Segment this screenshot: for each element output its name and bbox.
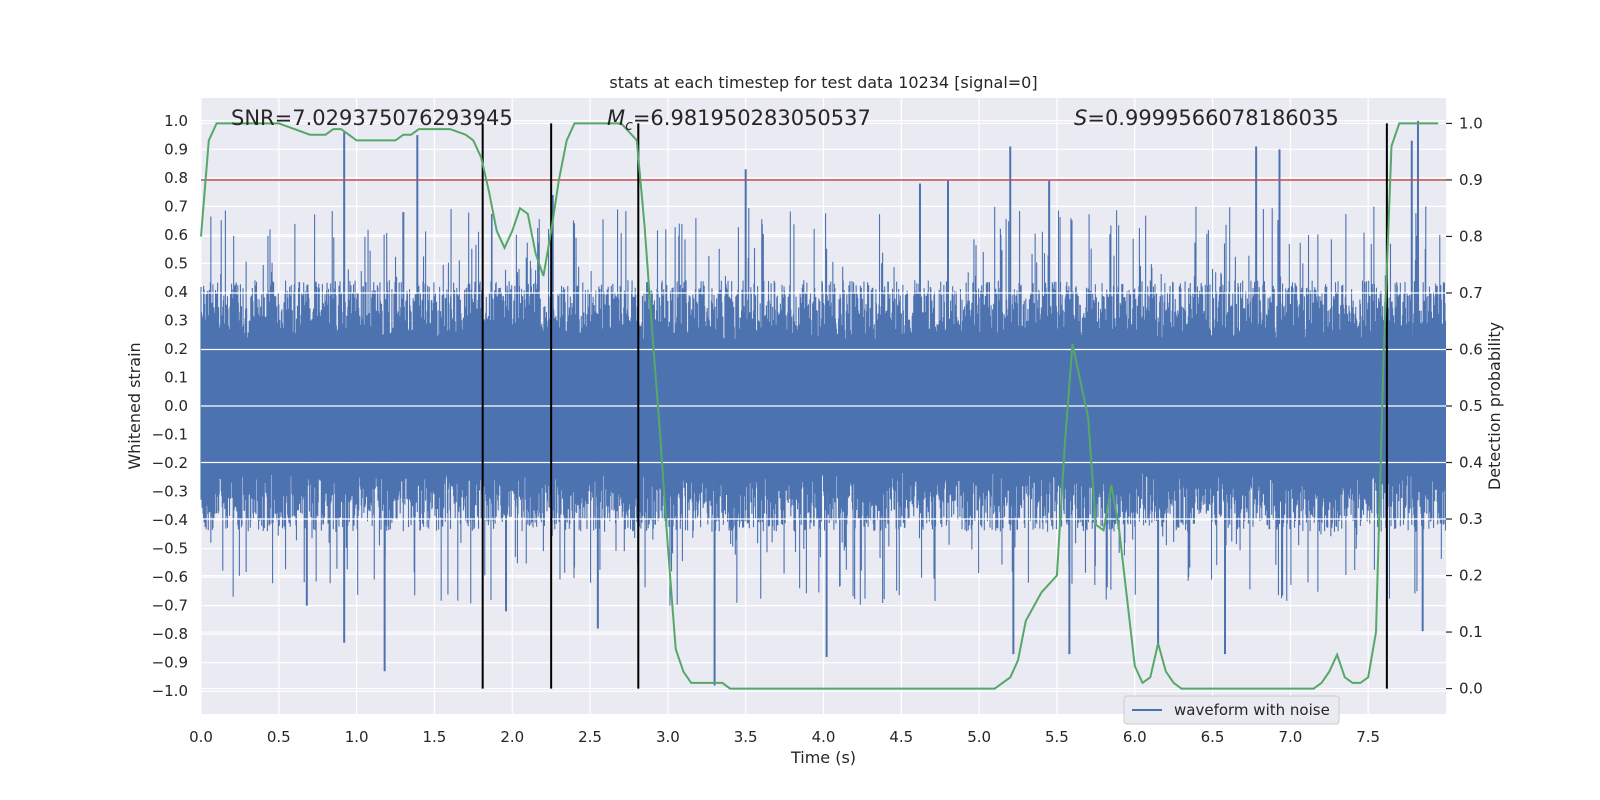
y-left-tick-labels: 1.0 0.9 0.8 0.7 0.6 0.5 0.4 0.3 0.2 0.1 0.0 −0.1 −0.… bbox=[152, 112, 188, 700]
y-left-tick-label: −0.9 bbox=[152, 654, 188, 672]
x-tick-label: 5.0 bbox=[967, 728, 991, 746]
x-tick-label: 4.0 bbox=[812, 728, 836, 746]
chirp-mass-annotation: Mc=6.981950283050537 bbox=[607, 106, 871, 134]
s-value: =0.9999566078186035 bbox=[1087, 106, 1338, 130]
legend: waveform with noise bbox=[1123, 695, 1340, 725]
y-left-tick-label: −0.7 bbox=[152, 597, 188, 615]
s-symbol: S bbox=[1074, 106, 1087, 130]
y-right-tick-label: 0.9 bbox=[1459, 171, 1483, 189]
x-tick-label: 1.5 bbox=[423, 728, 447, 746]
x-tick-label: 1.0 bbox=[345, 728, 369, 746]
legend-label: waveform with noise bbox=[1174, 701, 1330, 719]
x-tick-label: 2.0 bbox=[500, 728, 524, 746]
y-left-tick-label: −0.5 bbox=[152, 540, 188, 558]
probability-line bbox=[200, 122, 1439, 690]
y-axis-label-left: Whitened strain bbox=[125, 342, 144, 469]
snr-annotation: SNR=7.029375076293945 bbox=[231, 106, 513, 130]
y-left-tick-label: 0.6 bbox=[164, 226, 188, 244]
y-right-tick-label: 0.4 bbox=[1459, 454, 1483, 472]
y-left-tick-label: 0.4 bbox=[164, 283, 188, 301]
mc-subscript: c bbox=[625, 118, 633, 134]
x-tick-label: 3.0 bbox=[656, 728, 680, 746]
y-right-tick-label: 0.1 bbox=[1459, 623, 1483, 641]
y-left-tick-label: 0.0 bbox=[164, 397, 188, 415]
x-tick-label: 3.5 bbox=[734, 728, 758, 746]
chart-title: stats at each timestep for test data 102… bbox=[609, 73, 1037, 92]
statistic-annotation: S=0.9999566078186035 bbox=[1074, 106, 1339, 130]
y-left-tick-label: −0.4 bbox=[152, 511, 188, 529]
y-axis-label-right: Detection probability bbox=[1485, 322, 1504, 490]
x-tick-label: 2.5 bbox=[578, 728, 602, 746]
y-left-tick-label: −1.0 bbox=[152, 682, 188, 700]
x-axis-label: Time (s) bbox=[790, 748, 856, 767]
x-tick-label: 5.5 bbox=[1045, 728, 1069, 746]
x-tick-label: 6.0 bbox=[1123, 728, 1147, 746]
y-left-tick-label: 0.5 bbox=[164, 254, 188, 272]
mc-symbol: M bbox=[607, 106, 625, 130]
y-left-tick-label: −0.2 bbox=[152, 454, 188, 472]
x-tick-label: 0.0 bbox=[189, 728, 213, 746]
y-left-tick-label: −0.6 bbox=[152, 568, 188, 586]
mc-value: =6.981950283050537 bbox=[633, 106, 871, 130]
y-left-tick-label: 0.2 bbox=[164, 340, 188, 358]
y-left-tick-label: 0.9 bbox=[164, 140, 188, 158]
y-right-tick-label: 0.3 bbox=[1459, 510, 1483, 528]
y-right-tick-label: 1.0 bbox=[1459, 114, 1483, 132]
y-right-tick-label: 0.6 bbox=[1459, 340, 1483, 358]
legend-box bbox=[1123, 695, 1340, 725]
x-tick-label: 7.5 bbox=[1356, 728, 1380, 746]
x-tick-label: 4.5 bbox=[889, 728, 913, 746]
y-left-tick-label: 0.7 bbox=[164, 197, 188, 215]
y-left-tick-label: 0.1 bbox=[164, 368, 188, 386]
y-right-tick-label: 0.0 bbox=[1459, 680, 1483, 698]
waveform-series bbox=[200, 120, 1447, 686]
y-left-tick-label: −0.3 bbox=[152, 483, 188, 501]
y-left-tick-label: 0.8 bbox=[164, 169, 188, 187]
x-tick-labels: 0.0 0.5 1.0 1.5 2.0 2.5 3.0 3.5 4.0 4.5 5.0 5.5 6.0 6… bbox=[189, 728, 1380, 746]
y-right-tick-label: 0.8 bbox=[1459, 227, 1483, 245]
x-tick-label: 6.5 bbox=[1201, 728, 1225, 746]
y-right-tick-labels: 1.0 0.9 0.8 0.7 0.6 0.5 0.4 0.3 0.2 0.1 0.0 bbox=[1446, 114, 1483, 698]
x-tick-label: 0.5 bbox=[267, 728, 291, 746]
vertical-markers bbox=[481, 123, 1388, 689]
y-right-tick-label: 0.7 bbox=[1459, 284, 1483, 302]
y-right-tick-label: 0.5 bbox=[1459, 397, 1483, 415]
y-left-tick-label: −0.8 bbox=[152, 625, 188, 643]
probability-series bbox=[200, 122, 1439, 690]
y-left-tick-label: 1.0 bbox=[164, 112, 188, 130]
x-tick-label: 7.0 bbox=[1278, 728, 1302, 746]
y-left-tick-label: −0.1 bbox=[152, 426, 188, 444]
y-right-tick-label: 0.2 bbox=[1459, 567, 1483, 585]
y-left-tick-label: 0.3 bbox=[164, 311, 188, 329]
